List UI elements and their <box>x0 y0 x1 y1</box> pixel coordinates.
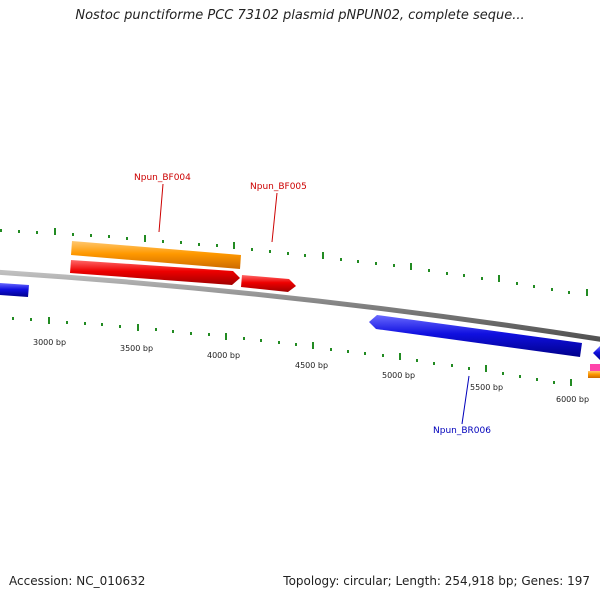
outer-tick-row <box>0 228 588 296</box>
scale-label-5000: 5000 bp <box>382 371 415 380</box>
reverse-gene-left-arrow[interactable] <box>0 283 29 297</box>
orange-feature-track[interactable] <box>71 241 241 269</box>
npun-bf005-leader <box>271 192 278 243</box>
scale-label-5500: 5500 bp <box>470 383 503 392</box>
npun-br006-leader <box>461 375 470 425</box>
gene-npun-br006-arrow[interactable] <box>369 315 582 357</box>
npun-bf004-leader <box>158 183 164 233</box>
scale-label-3000: 3000 bp <box>33 338 66 347</box>
inner-tick-row <box>12 317 572 386</box>
pink-feature[interactable] <box>590 364 600 371</box>
orange-edge-feature[interactable] <box>588 371 600 378</box>
gene-label-npun-bf004[interactable]: Npun_BF004 <box>134 173 191 183</box>
gene-npun-bf005-arrow[interactable] <box>241 275 296 292</box>
reverse-gene-right-arrow[interactable] <box>593 346 600 360</box>
scale-label-4000: 4000 bp <box>207 351 240 360</box>
gene-label-npun-bf005[interactable]: Npun_BF005 <box>250 182 307 192</box>
plasmid-backbone <box>0 269 600 342</box>
accession-text: Accession: NC_010632 <box>9 574 146 588</box>
gene-npun-bf004-arrow[interactable] <box>70 260 240 285</box>
gene-label-npun-br006[interactable]: Npun_BR006 <box>433 426 491 436</box>
map-title: Nostoc punctiforme PCC 73102 plasmid pNP… <box>75 8 525 23</box>
scale-label-3500: 3500 bp <box>120 344 153 353</box>
topology-summary: Topology: circular; Length: 254,918 bp; … <box>283 574 590 588</box>
scale-label-4500: 4500 bp <box>295 361 328 370</box>
scale-label-6000: 6000 bp <box>556 395 589 404</box>
